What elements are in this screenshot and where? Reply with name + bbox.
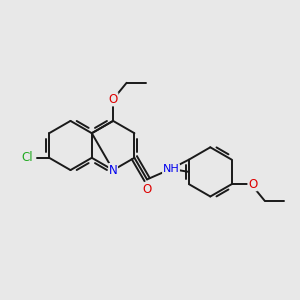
- Text: O: O: [142, 183, 152, 196]
- Text: NH: NH: [163, 164, 179, 174]
- Text: N: N: [109, 164, 118, 177]
- Text: Cl: Cl: [21, 151, 32, 164]
- Text: O: O: [248, 178, 257, 191]
- Text: O: O: [109, 93, 118, 106]
